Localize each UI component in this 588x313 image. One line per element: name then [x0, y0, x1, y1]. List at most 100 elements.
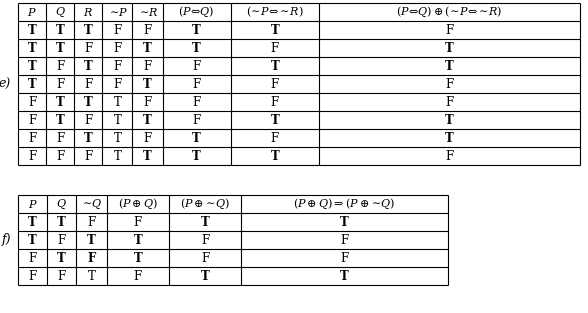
Text: T: T: [143, 42, 152, 54]
Text: F: F: [201, 233, 209, 247]
Text: T: T: [143, 78, 152, 90]
Text: F: F: [28, 114, 36, 126]
Text: $(P\oplus Q)$: $(P\oplus Q)$: [118, 197, 158, 211]
Text: T: T: [270, 23, 279, 37]
Text: T: T: [445, 59, 454, 73]
Text: F: F: [56, 150, 64, 162]
Text: F: F: [446, 95, 454, 109]
Text: F: F: [271, 78, 279, 90]
Text: F: F: [87, 252, 95, 264]
Text: F: F: [446, 78, 454, 90]
Text: F: F: [192, 59, 201, 73]
Text: F: F: [28, 131, 36, 145]
Text: T: T: [28, 233, 37, 247]
Text: F: F: [28, 252, 36, 264]
Text: F: F: [56, 78, 64, 90]
Text: T: T: [143, 150, 152, 162]
Text: T: T: [28, 78, 36, 90]
Text: $(P\!\Leftrightarrow\!Q)\oplus(\!\sim\!P\!\Leftrightarrow\!\sim\!R)$: $(P\!\Leftrightarrow\!Q)\oplus(\!\sim\!P…: [396, 5, 503, 19]
Text: F: F: [271, 42, 279, 54]
Text: T: T: [270, 150, 279, 162]
Text: F: F: [113, 78, 122, 90]
Text: F: F: [134, 269, 142, 283]
Text: F: F: [192, 114, 201, 126]
Text: T: T: [57, 252, 66, 264]
Text: T: T: [270, 59, 279, 73]
Text: T: T: [56, 23, 65, 37]
Text: $\sim\!Q$: $\sim\!Q$: [80, 198, 103, 211]
Text: T: T: [445, 131, 454, 145]
Text: T: T: [56, 42, 65, 54]
Text: T: T: [133, 233, 142, 247]
Text: T: T: [113, 114, 121, 126]
Text: f): f): [2, 233, 11, 247]
Text: T: T: [192, 23, 201, 37]
Text: T: T: [143, 114, 152, 126]
Text: $R$: $R$: [83, 6, 93, 18]
Text: F: F: [446, 23, 454, 37]
Text: T: T: [192, 42, 201, 54]
Text: F: F: [271, 131, 279, 145]
Text: T: T: [28, 59, 36, 73]
Text: F: F: [340, 233, 349, 247]
Text: T: T: [28, 215, 37, 228]
Text: T: T: [133, 252, 142, 264]
Text: T: T: [57, 215, 66, 228]
Text: e): e): [0, 78, 11, 90]
Text: T: T: [88, 269, 95, 283]
Text: T: T: [192, 131, 201, 145]
Text: $Q$: $Q$: [56, 198, 67, 211]
Text: $\sim\!R$: $\sim\!R$: [136, 6, 158, 18]
Text: F: F: [192, 95, 201, 109]
Text: T: T: [445, 42, 454, 54]
Text: T: T: [192, 150, 201, 162]
Text: T: T: [113, 95, 121, 109]
Text: F: F: [56, 59, 64, 73]
Text: F: F: [143, 95, 152, 109]
Text: F: F: [57, 233, 65, 247]
Text: $\sim\!P$: $\sim\!P$: [106, 6, 128, 18]
Text: T: T: [84, 59, 93, 73]
Text: T: T: [340, 215, 349, 228]
Text: T: T: [56, 114, 65, 126]
Text: F: F: [271, 95, 279, 109]
Text: F: F: [201, 252, 209, 264]
Text: T: T: [340, 269, 349, 283]
Text: F: F: [113, 59, 122, 73]
Text: F: F: [28, 269, 36, 283]
Text: F: F: [56, 131, 64, 145]
Text: T: T: [84, 95, 93, 109]
Text: F: F: [28, 150, 36, 162]
Text: F: F: [446, 150, 454, 162]
Text: F: F: [143, 59, 152, 73]
Text: T: T: [201, 269, 209, 283]
Text: T: T: [84, 23, 93, 37]
Text: F: F: [134, 215, 142, 228]
Text: F: F: [192, 78, 201, 90]
Text: T: T: [270, 114, 279, 126]
Text: T: T: [28, 42, 36, 54]
Text: T: T: [56, 95, 65, 109]
Text: F: F: [57, 269, 65, 283]
Text: T: T: [87, 233, 96, 247]
Text: $Q$: $Q$: [55, 5, 65, 18]
Text: F: F: [340, 252, 349, 264]
Text: F: F: [84, 78, 92, 90]
Text: F: F: [113, 23, 122, 37]
Text: T: T: [445, 114, 454, 126]
Text: F: F: [143, 23, 152, 37]
Text: $(P\!\Leftrightarrow\!Q)$: $(P\!\Leftrightarrow\!Q)$: [178, 5, 215, 19]
Text: F: F: [84, 150, 92, 162]
Text: F: F: [143, 131, 152, 145]
Text: F: F: [87, 215, 95, 228]
Text: F: F: [113, 42, 122, 54]
Text: F: F: [84, 114, 92, 126]
Text: T: T: [84, 131, 93, 145]
Text: $(\!\sim\!P\!\Leftrightarrow\!\sim\!R)$: $(\!\sim\!P\!\Leftrightarrow\!\sim\!R)$: [246, 5, 304, 19]
Text: $(P\oplus\!\sim\!Q)$: $(P\oplus\!\sim\!Q)$: [180, 197, 230, 211]
Text: T: T: [201, 215, 209, 228]
Text: $P$: $P$: [27, 6, 37, 18]
Text: T: T: [113, 150, 121, 162]
Text: T: T: [113, 131, 121, 145]
Text: $P$: $P$: [28, 198, 38, 210]
